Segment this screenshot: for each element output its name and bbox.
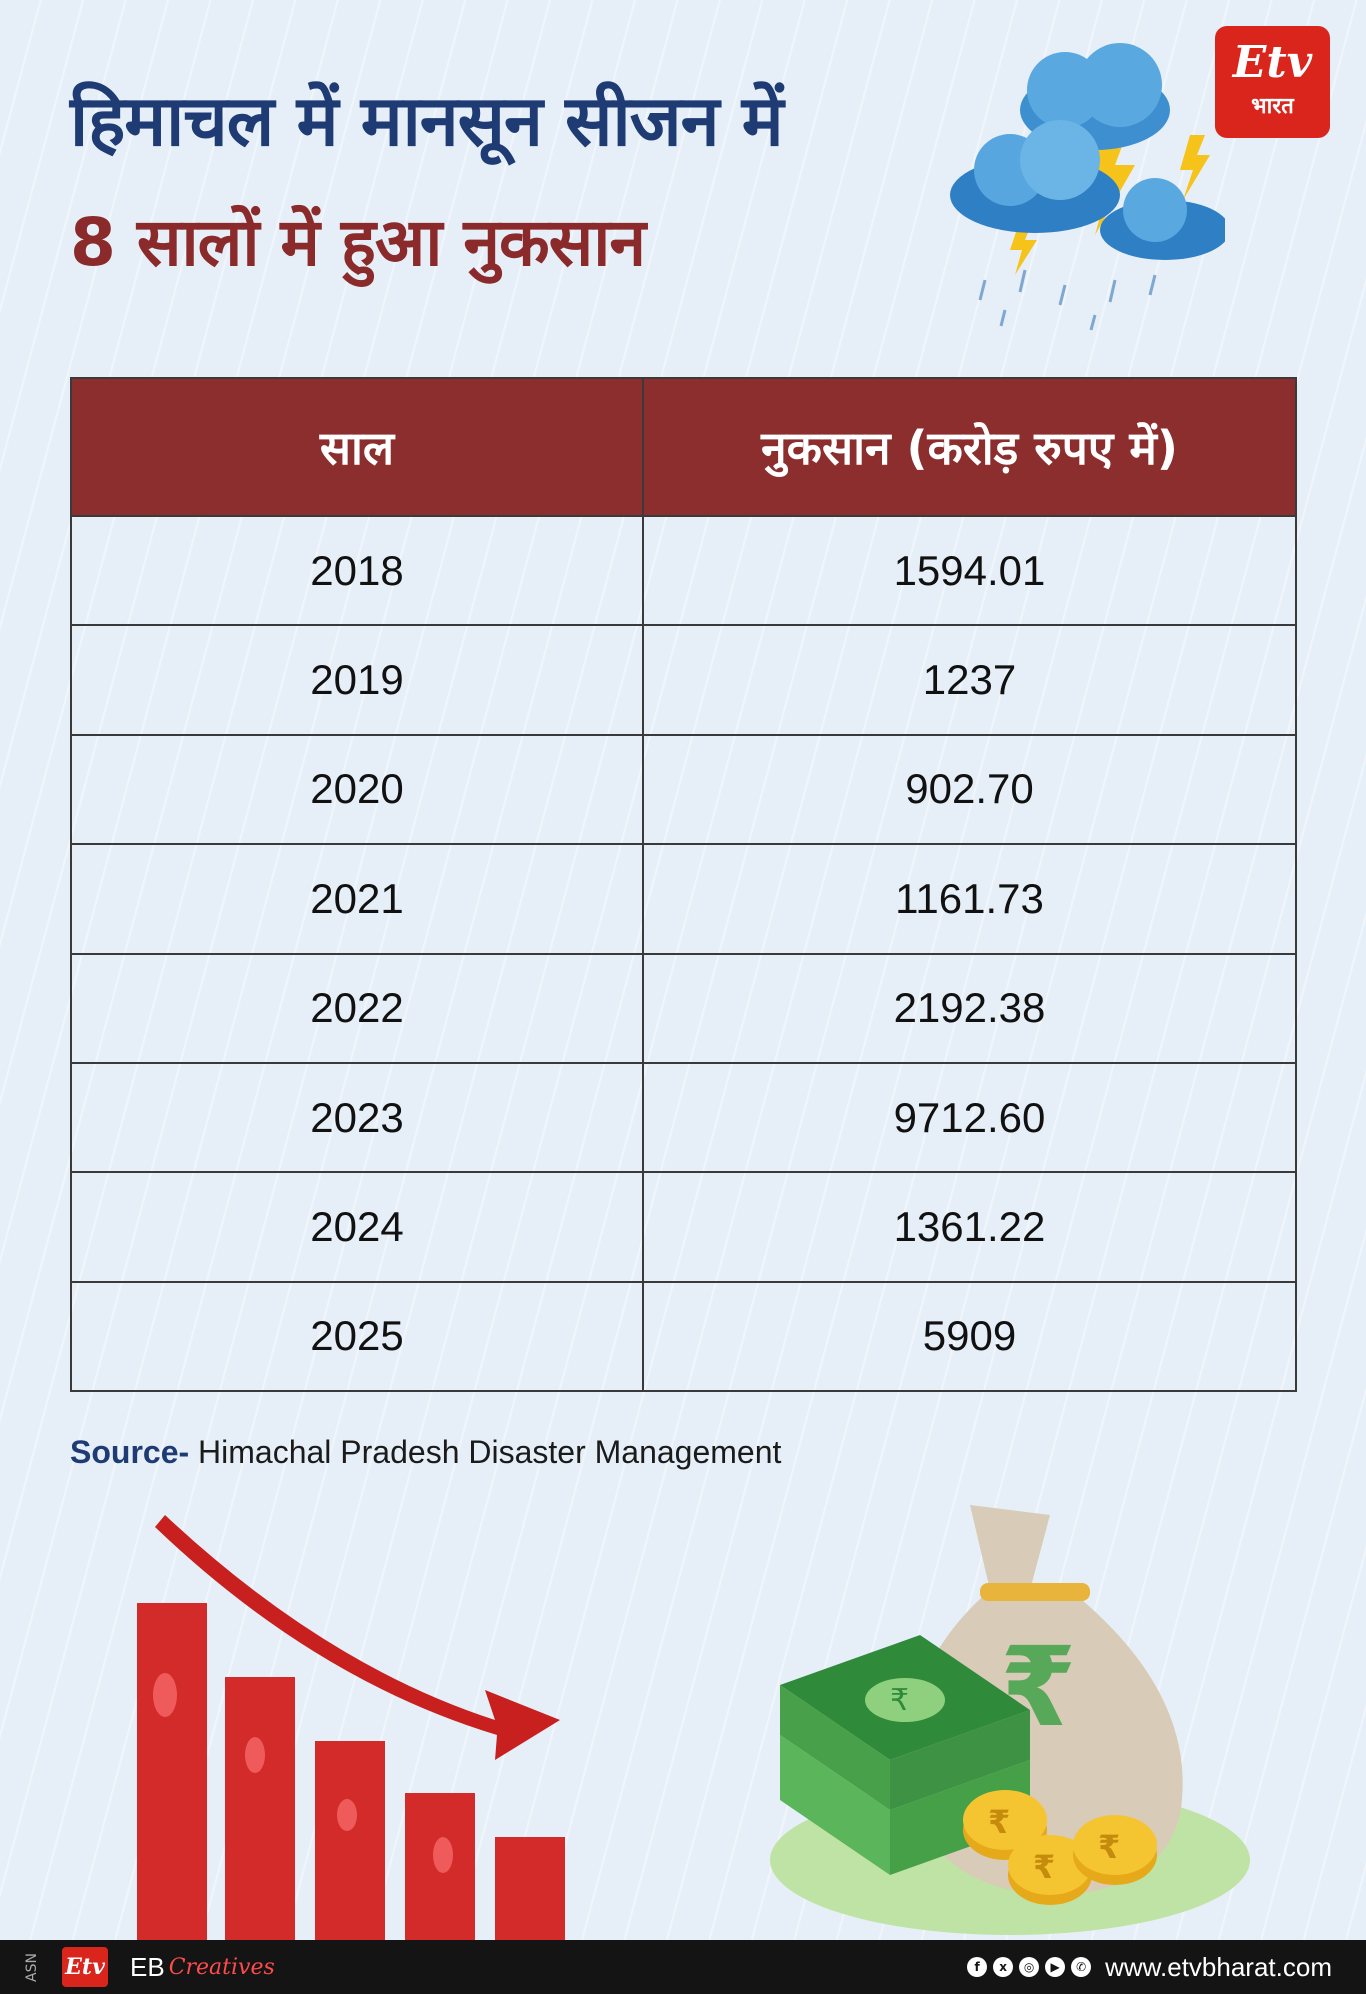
year-cell: 2024 [72,1173,644,1281]
money-bag-icon: ₹ ₹ ₹ ₹ ₹ [770,1505,1250,1935]
svg-text:₹: ₹ [1033,1848,1055,1886]
website-link[interactable]: www.etvbharat.com [1105,1951,1332,1982]
loss-cell: 9712.60 [893,1093,1046,1141]
etv-bharat-logo: Etv भारत [1215,26,1330,138]
table-row: 2024 1361.22 [72,1171,1295,1281]
bar-chart-decline-icon [137,1515,565,1940]
loss-table: साल नुकसान (करोड़ रुपए में) 2018 1594.01… [70,377,1297,1393]
loss-cell: 2192.38 [893,984,1046,1032]
youtube-icon[interactable]: ▶ [1045,1957,1066,1977]
year-cell: 2018 [72,517,644,625]
svg-text:₹: ₹ [890,1683,909,1718]
x-icon[interactable]: x [993,1957,1014,1977]
down-arrow-icon [155,1515,560,1760]
logo-text: भारत [1251,94,1294,119]
instagram-icon[interactable]: ◎ [1019,1957,1040,1977]
page-title-line1: हिमाचल में मानसून सीजन में [70,80,784,162]
table-row: 2023 9712.60 [72,1061,1295,1172]
loss-cell: 1237 [922,656,1017,704]
whatsapp-icon[interactable]: ✆ [1071,1957,1092,1977]
table-row: 2019 1237 [72,624,1295,734]
year-cell: 2025 [72,1282,644,1391]
facebook-icon[interactable]: f [967,1957,988,1977]
table-header-row: साल नुकसान (करोड़ रुपए में) [72,379,1295,515]
year-cell: 2021 [72,845,644,953]
coin-icon: ₹ ₹ ₹ [963,1790,1157,1905]
header-year: साल [72,379,644,515]
year-cell: 2020 [72,735,644,844]
header-loss: नुकसान (करोड़ रुपए में) [761,421,1178,475]
storm-cloud-icon [950,43,1225,331]
logo-mark: Etv [1232,37,1313,88]
table-row: 2022 2192.38 [72,952,1295,1062]
eb-text: EB [130,1951,165,1982]
asn-text: ASN [24,1952,40,1982]
table-row: 2021 1161.73 [72,843,1295,953]
svg-text:₹: ₹ [1098,1828,1120,1866]
loss-cell: 5909 [922,1312,1017,1360]
year-cell: 2019 [72,626,644,734]
source-label: Source- [70,1434,190,1470]
loss-cell: 902.70 [905,765,1034,813]
svg-text:₹: ₹ [988,1803,1010,1841]
table-row: 2025 5909 [72,1280,1295,1391]
footer-bar: ASN Etv EB Creatives f x ◎ ▶ ✆ www.etvbh… [0,1940,1366,1994]
loss-cell: 1594.01 [893,546,1046,594]
source-text: Himachal Pradesh Disaster Management [189,1434,782,1470]
page-title-line2: 8 सालों में हुआ नुकसान [70,204,646,281]
loss-cell: 1361.22 [893,1203,1046,1251]
source-note: Source- Himachal Pradesh Disaster Manage… [70,1434,781,1471]
year-cell: 2023 [72,1063,644,1172]
creatives-text: Creatives [168,1954,275,1980]
year-cell: 2022 [72,954,644,1062]
table-row: 2018 1594.01 [72,515,1295,625]
table-row: 2020 902.70 [72,733,1295,844]
social-icons: f x ◎ ▶ ✆ [967,1957,1092,1977]
loss-cell: 1161.73 [895,874,1044,922]
footer-logo: Etv [62,1947,108,1987]
cash-stack-icon: ₹ [780,1635,1030,1875]
